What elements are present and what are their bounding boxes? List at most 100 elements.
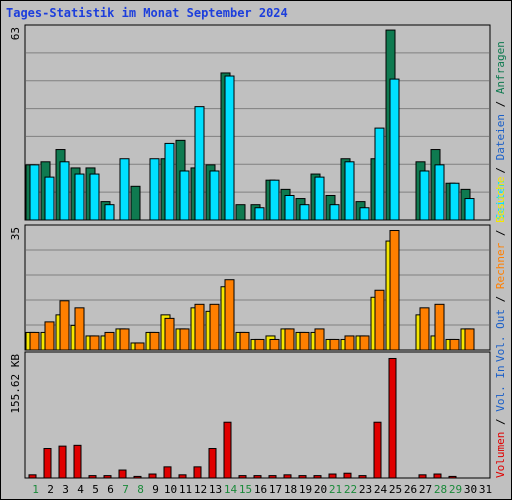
bar-volumen-day-5 <box>88 475 97 479</box>
day-label-1: 1 <box>32 483 39 496</box>
bar-rechner-day-9 <box>149 331 160 351</box>
bar-rechner-day-20 <box>314 328 325 351</box>
bar-volumen-day-19 <box>298 475 307 479</box>
bar-volumen-day-17 <box>268 475 277 479</box>
bar-dateien-day-3 <box>59 161 70 221</box>
day-label-31: 31 <box>479 483 492 496</box>
bar-volumen-day-3 <box>58 445 67 479</box>
bar-anfragen-day-15 <box>235 204 246 221</box>
bar-volumen-day-24 <box>373 421 382 479</box>
bar-volumen-day-29 <box>448 475 457 479</box>
day-label-15: 15 <box>239 483 252 496</box>
panel-2-axis-max-label: 35 <box>9 227 22 240</box>
day-label-29: 29 <box>449 483 462 496</box>
day-label-17: 17 <box>269 483 282 496</box>
bar-rechner-day-28 <box>434 303 445 351</box>
bar-rechner-day-1 <box>29 331 40 351</box>
bar-dateien-day-11 <box>179 170 190 221</box>
day-label-10: 10 <box>164 483 177 496</box>
bar-rechner-day-14 <box>224 279 235 351</box>
bar-rechner-day-23 <box>359 335 370 351</box>
side-legend: Vol. Out / Rechner / Besuche <box>494 177 507 362</box>
bar-rechner-day-5 <box>89 335 100 351</box>
bar-dateien-day-7 <box>119 158 130 221</box>
panel-3-axis-max-label: 155.62 KB <box>9 354 22 414</box>
bar-volumen-day-22 <box>343 472 352 479</box>
legend-seiten: Seiten <box>494 180 507 220</box>
legend-dateien: Dateien <box>494 114 507 160</box>
day-label-26: 26 <box>404 483 417 496</box>
bar-rechner-day-18 <box>284 328 295 351</box>
bar-dateien-day-1 <box>29 164 40 221</box>
bar-volumen-day-1 <box>28 474 37 479</box>
bar-dateien-day-2 <box>44 176 55 221</box>
bar-volumen-day-18 <box>283 474 292 479</box>
day-label-18: 18 <box>284 483 297 496</box>
day-label-2: 2 <box>47 483 54 496</box>
bar-rechner-day-10 <box>164 317 175 351</box>
day-label-8: 8 <box>137 483 144 496</box>
day-label-14: 14 <box>224 483 238 496</box>
day-label-20: 20 <box>314 483 327 496</box>
bar-dateien-day-14 <box>224 75 235 221</box>
bar-rechner-day-15 <box>239 331 250 351</box>
bar-volumen-day-20 <box>313 475 322 479</box>
bar-dateien-day-28 <box>434 164 445 221</box>
day-label-12: 12 <box>194 483 207 496</box>
day-label-28: 28 <box>434 483 447 496</box>
bar-rechner-day-29 <box>449 338 460 351</box>
panel-3-background <box>24 351 491 479</box>
bar-dateien-day-27 <box>419 170 430 221</box>
bar-dateien-day-13 <box>209 170 220 221</box>
panel-1-axis-max-label: 63 <box>9 27 22 40</box>
day-label-4: 4 <box>77 483 84 496</box>
bar-dateien-day-5 <box>89 173 100 221</box>
bar-volumen-day-28 <box>433 473 442 479</box>
bar-dateien-day-25 <box>389 78 400 221</box>
bar-rechner-day-3 <box>59 300 70 351</box>
bar-dateien-day-22 <box>344 161 355 221</box>
bar-volumen-day-4 <box>73 444 82 479</box>
day-label-3: 3 <box>62 483 69 496</box>
day-label-25: 25 <box>389 483 402 496</box>
legend-vol-out: Vol. Out <box>494 309 507 362</box>
bar-dateien-day-4 <box>74 173 85 221</box>
bar-anfragen-day-8 <box>130 185 141 221</box>
bar-volumen-day-2 <box>43 448 52 479</box>
bar-volumen-day-11 <box>178 474 187 479</box>
day-label-24: 24 <box>374 483 388 496</box>
bar-dateien-day-17 <box>269 179 280 221</box>
legend-volumen: Volumen <box>494 432 507 478</box>
panel-2-background <box>24 224 491 351</box>
bar-rechner-day-11 <box>179 328 190 351</box>
bar-volumen-day-8 <box>133 475 142 479</box>
bar-dateien-day-12 <box>194 106 205 221</box>
bar-dateien-day-21 <box>329 204 340 221</box>
day-label-23: 23 <box>359 483 372 496</box>
bar-dateien-day-16 <box>254 207 265 221</box>
bar-volumen-day-12 <box>193 466 202 479</box>
bar-dateien-day-19 <box>299 204 310 221</box>
day-label-16: 16 <box>254 483 267 496</box>
bar-rechner-day-17 <box>269 338 280 351</box>
bar-dateien-day-20 <box>314 176 325 221</box>
bar-volumen-day-7 <box>118 469 127 479</box>
bar-dateien-day-6 <box>104 204 115 221</box>
bar-rechner-day-4 <box>74 307 85 351</box>
day-label-13: 13 <box>209 483 222 496</box>
bar-rechner-day-12 <box>194 303 205 351</box>
bar-rechner-day-8 <box>134 342 145 351</box>
bar-volumen-day-10 <box>163 466 172 479</box>
chart-bars <box>25 29 475 479</box>
bar-dateien-day-24 <box>374 127 385 221</box>
day-label-19: 19 <box>299 483 312 496</box>
bar-rechner-day-21 <box>329 338 340 351</box>
bar-volumen-day-14 <box>223 421 232 479</box>
panel-1-background <box>24 24 491 221</box>
day-label-22: 22 <box>344 483 357 496</box>
chart-panels <box>24 24 491 479</box>
bar-rechner-day-24 <box>374 289 385 351</box>
bar-volumen-day-9 <box>148 473 157 479</box>
bar-dateien-day-9 <box>149 158 160 221</box>
